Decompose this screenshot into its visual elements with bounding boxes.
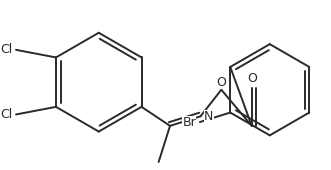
Text: Cl: Cl (0, 43, 12, 56)
Text: N: N (204, 110, 213, 123)
Text: Cl: Cl (0, 108, 12, 121)
Text: O: O (247, 72, 257, 85)
Text: Br: Br (182, 116, 196, 129)
Text: O: O (216, 76, 226, 89)
